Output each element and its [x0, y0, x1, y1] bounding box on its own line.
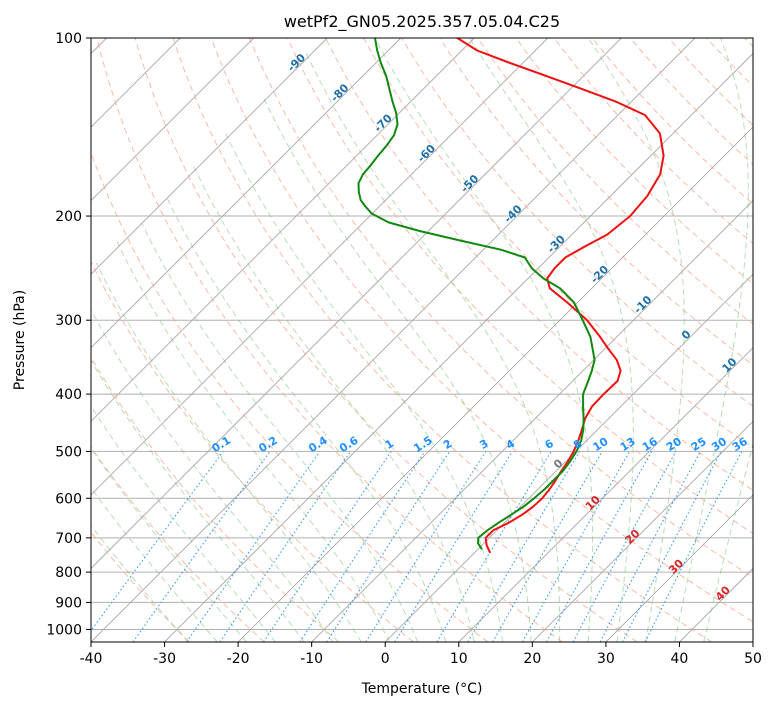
x-axis-label: Temperature (°C) — [361, 681, 483, 697]
mixing-ratio-line-0.4 — [186, 451, 321, 642]
chart-title: wetPf2_GN05.2025.357.05.04.C25 — [284, 12, 560, 32]
dry-adiabat — [91, 445, 265, 642]
mixing-ratio-line-0.1 — [91, 451, 224, 632]
dry-adiabat — [325, 38, 753, 491]
dry-adiabat — [91, 260, 414, 642]
mixing-ratio-line-2 — [326, 451, 451, 642]
moist-adiabat — [91, 405, 276, 642]
y-tick-label: 400 — [55, 387, 82, 403]
moist-adiabat — [116, 240, 390, 642]
moist-adiabat — [95, 262, 362, 642]
x-tick-label: 30 — [597, 651, 615, 667]
moist-adiabat — [261, 95, 532, 642]
dry-adiabat — [210, 38, 753, 623]
isotherm--90 — [91, 38, 328, 275]
temperature-profile-line — [456, 38, 665, 554]
moist-adiabat — [91, 308, 334, 642]
mixing-ratio-line-36 — [644, 451, 743, 642]
moist-adiabat — [674, 38, 749, 642]
moist-adiabat — [91, 447, 247, 642]
y-tick-label: 300 — [55, 313, 82, 329]
mixing-ratio-line-20 — [572, 451, 677, 642]
x-tick-label: -40 — [80, 651, 103, 667]
isotherm--20 — [237, 126, 753, 642]
mixing-ratio-line-1.5 — [299, 451, 426, 642]
isotherm--100 — [91, 38, 254, 202]
y-tick-label: 600 — [55, 491, 82, 507]
isotherm-10 — [458, 347, 753, 642]
x-tick-label: 10 — [450, 651, 468, 667]
x-tick-label: 40 — [671, 651, 689, 667]
isotherm--50 — [91, 38, 622, 570]
y-tick-label: 700 — [55, 531, 82, 547]
isotherm--80 — [91, 38, 402, 349]
x-tick-label: 20 — [523, 651, 541, 667]
y-axis-label: Pressure (hPa) — [12, 290, 28, 390]
y-tick-label: 1000 — [46, 622, 82, 638]
dry-adiabat — [96, 38, 563, 642]
y-tick-label: 800 — [55, 565, 82, 581]
moist-adiabat — [140, 222, 419, 642]
x-tick-label: -20 — [227, 651, 250, 667]
x-tick-label: 0 — [381, 651, 390, 667]
dry-adiabat — [286, 38, 753, 535]
moist-adiabat — [225, 133, 504, 642]
mixing-ratio-line-13 — [522, 451, 631, 642]
isotherm-30 — [605, 494, 753, 642]
mixing-ratio-line-0.2 — [132, 451, 271, 642]
moist-adiabat — [193, 166, 475, 642]
dry-adiabat — [172, 38, 713, 642]
dry-adiabat — [248, 38, 753, 578]
mixing-ratio-line-4 — [394, 451, 513, 642]
y-tick-label: 500 — [55, 444, 82, 460]
x-tick-label: 50 — [744, 651, 762, 667]
isotherm-20 — [532, 420, 753, 642]
dry-adiabat — [91, 356, 340, 642]
dewpoint-profile-line — [357, 38, 596, 550]
plot-frame — [90, 37, 754, 643]
moist-adiabat — [91, 524, 189, 642]
mixing-ratio-line-16 — [546, 451, 653, 642]
x-tick-label: -10 — [300, 651, 323, 667]
moist-adiabat — [91, 359, 305, 642]
dry-adiabats — [91, 38, 753, 642]
y-tick-label: 900 — [55, 595, 82, 611]
moist-adiabat — [165, 195, 447, 642]
profile-series — [357, 38, 665, 554]
dry-adiabat — [134, 38, 638, 642]
y-tick-label: 100 — [55, 31, 82, 47]
moist-adiabat — [91, 486, 218, 642]
moist-adiabat — [304, 50, 561, 642]
mixing-ratio-lines — [91, 451, 743, 642]
moist-adiabats — [91, 38, 753, 642]
moist-adiabat — [374, 38, 593, 642]
y-tick-label: 200 — [55, 209, 82, 225]
moist-adiabat — [587, 38, 685, 642]
dry-adiabat — [515, 38, 753, 285]
isotherm--60 — [91, 38, 549, 496]
mixing-ratio-line-1 — [263, 451, 392, 642]
moist-adiabat — [703, 441, 753, 642]
isotherm--30 — [164, 52, 753, 642]
plot-area: 0.1 0.2 0.4 0.6 1 1.5 2 3 4 6 8 10 13 16 20 25 30 36-90-8… — [91, 38, 753, 642]
mixing-ratio-line-0.6 — [219, 451, 352, 642]
x-tick-label: -30 — [153, 651, 176, 667]
